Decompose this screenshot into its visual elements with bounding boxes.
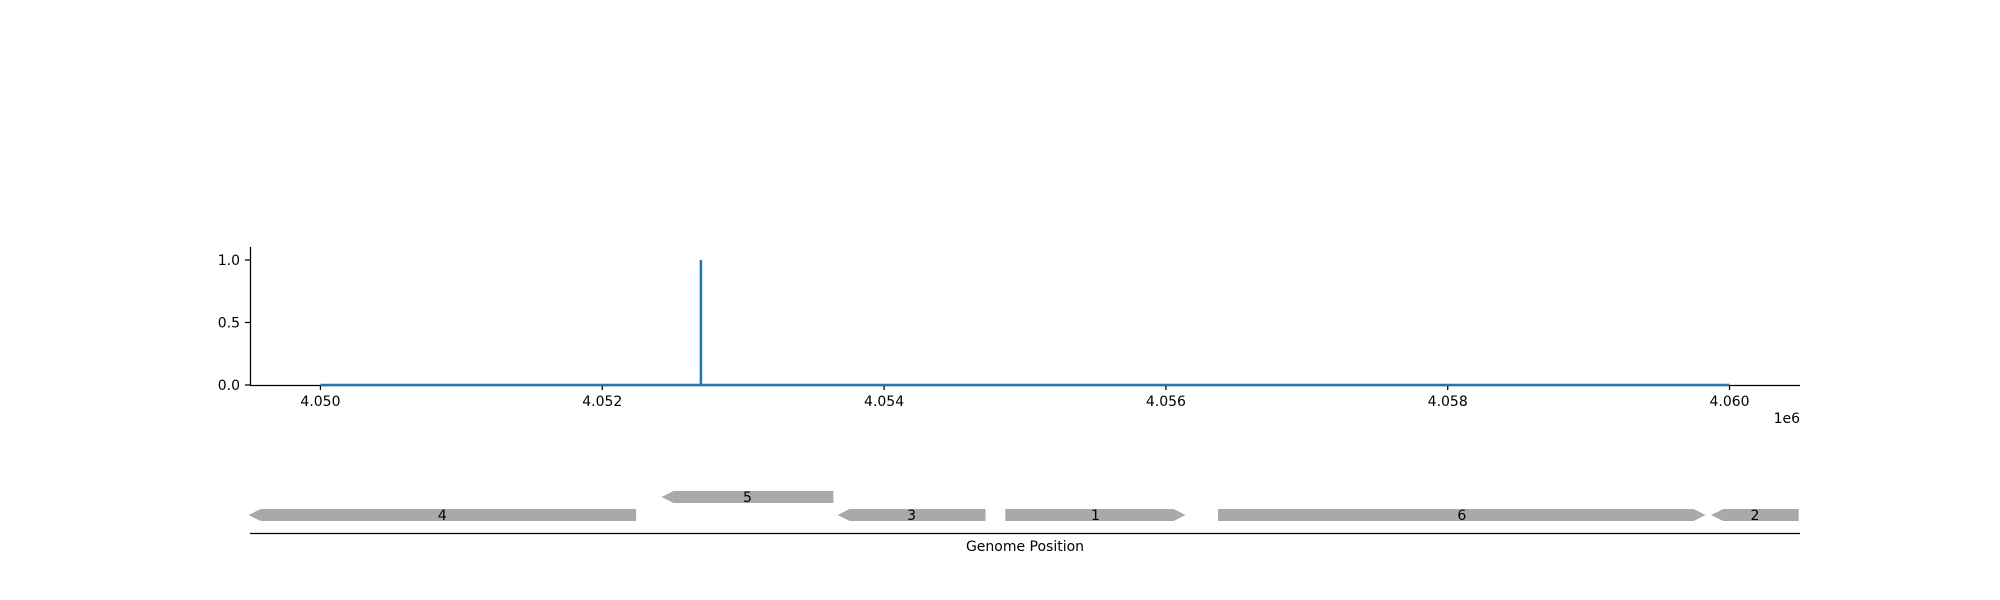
x-tick-label: 4.060 bbox=[1709, 394, 1749, 410]
gene-label: 4 bbox=[438, 508, 447, 524]
series-group bbox=[320, 260, 1730, 387]
gene-label: 2 bbox=[1750, 508, 1759, 524]
y-tick-label: 1.0 bbox=[218, 253, 240, 269]
gene-track-xlabel: Genome Position bbox=[966, 539, 1084, 555]
x-scale-label: 1e6 bbox=[1774, 411, 1801, 427]
y-ticks: 0.0 0.5 1.0 bbox=[218, 253, 250, 394]
signal-plot: 0.0 0.5 1.0 4.050 4.052 4.054 4.056 4.058 4.060… bbox=[218, 247, 1800, 427]
gene-label: 6 bbox=[1457, 508, 1466, 524]
y-tick-label: 0.5 bbox=[218, 316, 240, 332]
x-tick-label: 4.052 bbox=[582, 394, 622, 410]
x-tick-label: 4.050 bbox=[300, 394, 340, 410]
gene-label: 5 bbox=[743, 490, 752, 506]
gene-label: 1 bbox=[1091, 508, 1100, 524]
gene-label: 3 bbox=[907, 508, 916, 524]
gene-arrow bbox=[661, 491, 834, 503]
x-tick-label: 4.056 bbox=[1146, 394, 1186, 410]
gene-arrow bbox=[1711, 509, 1799, 521]
x-tick-label: 4.054 bbox=[864, 394, 904, 410]
y-tick-label: 0.0 bbox=[218, 378, 240, 394]
gene-arrow bbox=[1005, 509, 1186, 521]
gene-arrow bbox=[248, 509, 637, 521]
genes-group: 4 5 3 1 6 2 bbox=[248, 490, 1799, 524]
x-ticks: 4.050 4.052 4.054 4.056 4.058 4.060 bbox=[300, 385, 1750, 410]
gene-arrow bbox=[837, 509, 986, 521]
gene-arrow bbox=[1218, 509, 1706, 521]
x-tick-label: 4.058 bbox=[1428, 394, 1468, 410]
gene-track: 4 5 3 1 6 2 Genome Position bbox=[248, 490, 1800, 555]
series-line bbox=[320, 260, 1730, 387]
